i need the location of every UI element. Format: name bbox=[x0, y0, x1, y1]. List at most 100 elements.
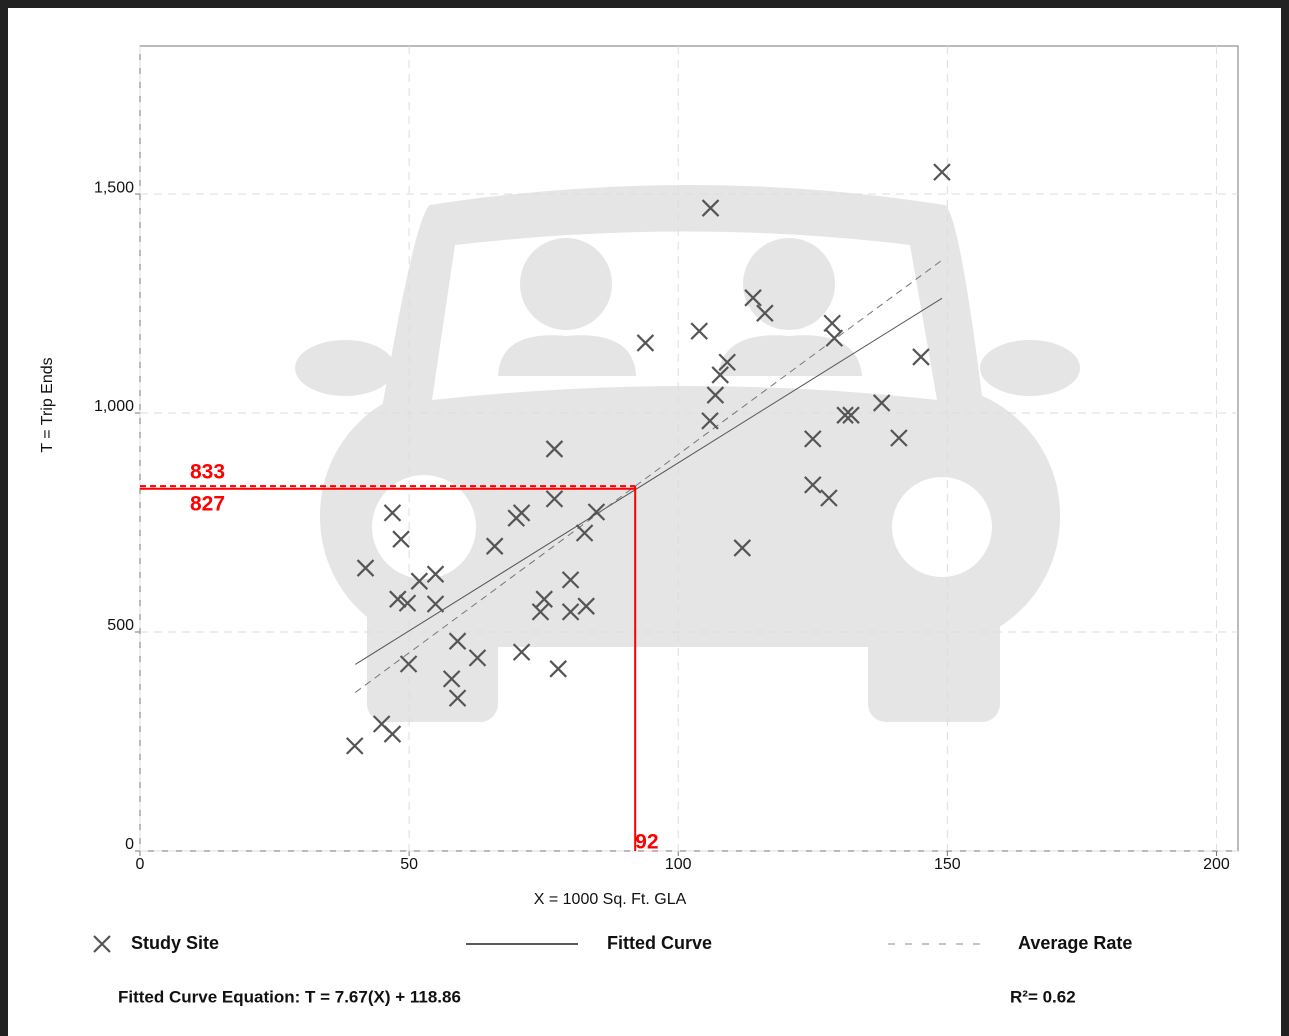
data-point bbox=[512, 643, 531, 661]
marker-stroke bbox=[733, 539, 752, 557]
marker-stroke bbox=[701, 199, 720, 217]
marker-stroke bbox=[825, 329, 844, 347]
x-tick-label: 200 bbox=[1203, 856, 1230, 873]
data-point bbox=[561, 571, 580, 589]
wheel bbox=[372, 475, 476, 579]
data-point bbox=[823, 314, 841, 333]
marker-stroke bbox=[442, 670, 461, 688]
y-tick-label: 500 bbox=[107, 617, 134, 634]
marker-stroke bbox=[872, 394, 891, 412]
data-point bbox=[545, 490, 564, 508]
legend-marker bbox=[93, 935, 111, 953]
data-point bbox=[356, 559, 375, 577]
data-point bbox=[426, 565, 445, 583]
data-point bbox=[545, 440, 564, 458]
data-point bbox=[718, 353, 736, 371]
marker-stroke bbox=[535, 590, 553, 608]
data-point bbox=[744, 289, 762, 307]
y-tick-label: 1,000 bbox=[94, 398, 134, 415]
marker-stroke bbox=[561, 571, 580, 589]
data-point bbox=[577, 597, 595, 615]
marker-stroke bbox=[744, 289, 762, 307]
data-point bbox=[426, 595, 445, 613]
marker-stroke bbox=[561, 603, 580, 621]
marker-stroke bbox=[383, 504, 402, 522]
marker-stroke bbox=[93, 935, 111, 953]
y-tick-label: 1,500 bbox=[94, 179, 134, 196]
marker-stroke bbox=[392, 530, 410, 548]
marker-stroke bbox=[345, 737, 364, 755]
data-point bbox=[690, 322, 709, 340]
data-point bbox=[531, 603, 550, 621]
data-point bbox=[756, 304, 774, 322]
marker-stroke bbox=[890, 429, 908, 447]
data-point bbox=[383, 504, 402, 522]
data-point bbox=[872, 394, 891, 412]
x-tick-label: 150 bbox=[934, 856, 961, 873]
marker-stroke bbox=[356, 559, 375, 577]
x-tick-label: 0 bbox=[136, 856, 145, 873]
data-point bbox=[410, 572, 429, 590]
data-point bbox=[512, 504, 531, 522]
marker-stroke bbox=[711, 366, 729, 384]
data-point bbox=[804, 430, 822, 448]
data-point bbox=[468, 649, 487, 667]
marker-stroke bbox=[545, 440, 564, 458]
legend-label: Fitted Curve bbox=[607, 933, 712, 953]
r-squared: R²= 0.62 bbox=[1010, 987, 1076, 1006]
marker-stroke bbox=[448, 689, 467, 707]
data-point bbox=[535, 590, 553, 608]
marker-stroke bbox=[398, 594, 417, 612]
marker-stroke bbox=[756, 304, 774, 322]
marker-stroke bbox=[468, 649, 487, 667]
data-point bbox=[842, 406, 860, 424]
marker-stroke bbox=[575, 524, 594, 542]
marker-stroke bbox=[701, 412, 719, 430]
reference-label: 827 bbox=[190, 492, 225, 515]
marker-stroke bbox=[820, 489, 838, 507]
data-point bbox=[804, 476, 822, 494]
data-point bbox=[912, 348, 930, 366]
marker-stroke bbox=[485, 537, 504, 555]
y-axis-label: T = Trip Ends bbox=[39, 357, 56, 452]
marker-stroke bbox=[823, 314, 841, 333]
marker-stroke bbox=[804, 430, 822, 448]
marker-stroke bbox=[399, 655, 418, 673]
reference-label: 833 bbox=[190, 461, 225, 484]
data-point bbox=[392, 530, 410, 548]
data-point bbox=[399, 655, 418, 673]
data-point bbox=[448, 689, 467, 707]
marker-stroke bbox=[512, 643, 531, 661]
marker-stroke bbox=[426, 565, 445, 583]
data-point bbox=[587, 503, 606, 521]
data-point bbox=[575, 524, 594, 542]
marker-stroke bbox=[383, 725, 402, 743]
data-point bbox=[561, 603, 580, 621]
marker-stroke bbox=[389, 590, 407, 608]
data-point bbox=[711, 366, 729, 384]
fitted-curve-line bbox=[355, 297, 943, 665]
marker-stroke bbox=[706, 386, 725, 404]
equation: Fitted Curve Equation: T = 7.67(X) + 118… bbox=[118, 987, 461, 1006]
reference-label: 92 bbox=[635, 831, 658, 854]
marker-stroke bbox=[549, 660, 567, 678]
marker-stroke bbox=[587, 503, 606, 521]
y-tick-label: 0 bbox=[125, 836, 134, 853]
marker-stroke bbox=[545, 490, 564, 508]
marker-stroke bbox=[690, 322, 709, 340]
marker-stroke bbox=[804, 476, 822, 494]
data-point bbox=[706, 386, 725, 404]
wheel bbox=[892, 477, 992, 577]
data-point bbox=[345, 737, 364, 755]
data-point bbox=[701, 199, 720, 217]
data-point bbox=[549, 660, 567, 678]
x-tick-label: 100 bbox=[665, 856, 692, 873]
legend-label: Average Rate bbox=[1018, 933, 1132, 953]
data-point bbox=[448, 632, 467, 650]
data-point bbox=[890, 429, 908, 447]
data-point bbox=[383, 725, 402, 743]
marker-stroke bbox=[636, 334, 655, 352]
data-point bbox=[485, 537, 504, 555]
